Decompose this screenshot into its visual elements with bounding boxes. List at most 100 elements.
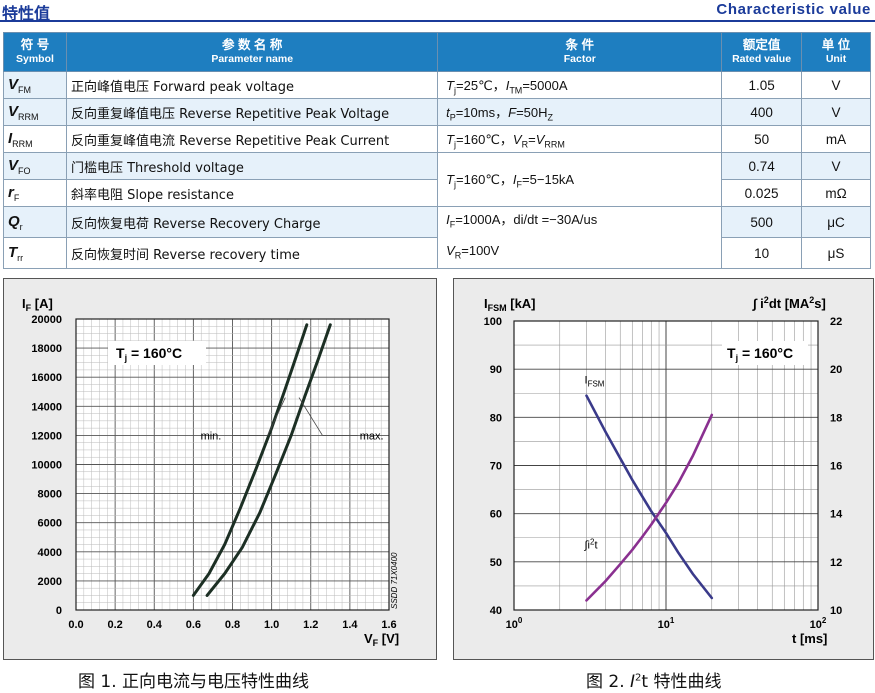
y-tick-label-left: 40 — [490, 605, 502, 617]
y-tick-label-right: 10 — [830, 605, 842, 617]
parameter-cell: 反向恢复电荷 Reverse Recovery Charge — [65, 205, 439, 239]
plot-frame — [513, 320, 819, 611]
parameter-cell: 反向恢复时间 Reverse recovery time — [65, 237, 439, 270]
symbol-cell: rF — [3, 179, 67, 207]
y-tick-label-left: 90 — [490, 364, 502, 376]
x-tick-label: 0.4 — [147, 619, 163, 631]
col-header-unit: 单 位 Unit — [801, 32, 871, 72]
unit-cell: μC — [801, 205, 871, 239]
parameter-cell: 门槛电压 Threshold voltage — [65, 152, 439, 180]
symbol-cell: VFM — [3, 71, 67, 99]
x-tick-label: 101 — [658, 616, 675, 631]
unit-cell: V — [801, 98, 871, 126]
spec-table: 符 号 Symbol 参 数 名 称 Parameter name 条 件 Facto… — [3, 32, 871, 270]
y-axis-label: IF [A] — [22, 296, 53, 313]
y-tick-label-left: 50 — [490, 557, 502, 569]
rated-value-cell: 0.74 — [721, 152, 803, 180]
symbol-cell: VFO — [3, 152, 67, 180]
y-tick-label-right: 14 — [830, 509, 843, 521]
series-label-i2t: ∫i2t — [584, 538, 598, 552]
table-row: VRRM 反向重复峰值电压 Reverse Repetitive Peak Vo… — [3, 98, 871, 126]
figure-2-panel: IFSM [kA] ∫ i2dt [MA2s] t [ms] Tj = 160°… — [453, 278, 874, 660]
y-tick-label: 16000 — [31, 372, 62, 384]
series-label-min: min. — [201, 430, 222, 442]
rated-value-cell: 400 — [721, 98, 803, 126]
y-tick-label-right: 18 — [830, 412, 842, 424]
condition-label: Tj = 160°C — [116, 345, 182, 363]
col-header-symbol: 符 号 Symbol — [3, 32, 67, 72]
parameter-cell: 反向重复峰值电压 Reverse Repetitive Peak Voltage — [65, 98, 439, 126]
symbol-cell: Trr — [3, 237, 67, 270]
series-line-max — [205, 323, 332, 597]
y-tick-label-right: 16 — [830, 461, 842, 473]
condition-box — [108, 341, 206, 365]
symbol-cell: Qr — [3, 205, 67, 239]
x-axis-label: t [ms] — [792, 631, 827, 646]
table-row: rF 斜率电阻 Slope resistance 0.025 mΩ — [3, 179, 871, 207]
callout-line — [267, 397, 286, 436]
unit-cell: V — [801, 71, 871, 99]
y-tick-label-left: 100 — [484, 316, 502, 328]
forward-iv-chart: IF [A] VF [V] Tj = 160°C SSDD 71X0400 0.… — [22, 296, 399, 648]
section-title-cn: 特性值 — [2, 4, 51, 23]
rated-value-cell: 0.025 — [721, 179, 803, 207]
plot-frame — [75, 318, 390, 611]
table-row: VFM 正向峰值电压 Forward peak voltage Tj=25℃，I… — [3, 71, 871, 99]
x-tick-label: 0.0 — [68, 619, 83, 631]
condition-box — [722, 341, 808, 365]
x-tick-label: 0.6 — [186, 619, 201, 631]
col-header-rated-value: 额定值 Rated value — [721, 32, 803, 72]
y-tick-label-left: 70 — [490, 461, 502, 473]
rated-value-cell: 1.05 — [721, 71, 803, 99]
x-tick-label: 0.2 — [107, 619, 122, 631]
y-tick-label: 12000 — [31, 430, 62, 442]
figure-1-panel: IF [A] VF [V] Tj = 160°C SSDD 71X0400 0.… — [3, 278, 437, 660]
section-title-en: Characteristic value — [716, 1, 871, 18]
y-tick-label: 0 — [56, 605, 62, 617]
x-tick-label: 1.0 — [264, 619, 279, 631]
y-tick-label: 14000 — [31, 401, 62, 413]
table-header-row: 符 号 Symbol 参 数 名 称 Parameter name 条 件 Facto… — [3, 32, 871, 72]
unit-cell: mA — [801, 125, 871, 153]
series-line-min — [191, 323, 309, 597]
y-tick-label: 20000 — [31, 314, 62, 326]
x-tick-label: 1.2 — [303, 619, 318, 631]
parameter-cell: 正向峰值电压 Forward peak voltage — [65, 71, 439, 99]
section-header: 特性值 Characteristic value — [0, 0, 875, 23]
x-tick-label: 102 — [810, 616, 827, 631]
y-axis-label-left: IFSM [kA] — [484, 296, 536, 313]
figure-2-caption: 图 2. I2t 特性曲线 — [586, 672, 722, 692]
col-header-parameter: 参 数 名 称 Parameter name — [65, 32, 439, 72]
figure-1-caption: 图 1. 正向电流与电压特性曲线 — [78, 672, 310, 692]
surge-current-chart: IFSM [kA] ∫ i2dt [MA2s] t [ms] Tj = 160°… — [484, 295, 843, 646]
parameter-cell: 反向重复峰值电流 Reverse Repetitive Peak Current — [65, 125, 439, 153]
y-tick-label-right: 20 — [830, 364, 842, 376]
factor-cell: tP=10ms，F=50HZ — [437, 98, 723, 126]
y-tick-label-right: 12 — [830, 557, 842, 569]
figure-code: SSDD 71X0400 — [390, 552, 399, 609]
unit-cell: mΩ — [801, 179, 871, 207]
col-header-factor: 条 件 Factor — [437, 32, 723, 72]
symbol-cell: IRRM — [3, 125, 67, 153]
table-row: Qr 反向恢复电荷 Reverse Recovery Charge IF=100… — [3, 205, 871, 270]
condition-label: Tj = 160°C — [727, 345, 793, 363]
parameter-cell: 斜率电阻 Slope resistance — [65, 179, 439, 207]
y-tick-label: 6000 — [38, 518, 62, 530]
table-row: IRRM 反向重复峰值电流 Reverse Repetitive Peak Cu… — [3, 125, 871, 153]
factor-cell: Tj=160℃，IF=5−15kA — [437, 152, 723, 207]
y-tick-label-left: 60 — [490, 509, 502, 521]
unit-cell: V — [801, 152, 871, 180]
symbol-cell: VRRM — [3, 98, 67, 126]
y-tick-label: 4000 — [38, 547, 62, 559]
x-tick-label: 100 — [506, 616, 523, 631]
series-label-ifsm: IFSM — [585, 375, 605, 389]
factor-cell: Tj=160℃，VR=VRRM — [437, 125, 723, 153]
callout-line — [298, 397, 323, 436]
y-tick-label: 18000 — [31, 343, 62, 355]
rated-value-cell: 50 — [721, 125, 803, 153]
series-label-max: max. — [360, 430, 384, 442]
x-tick-label: 1.6 — [381, 619, 396, 631]
table-row: VFO 门槛电压 Threshold voltage Tj=160℃，IF=5−… — [3, 152, 871, 207]
y-tick-label: 2000 — [38, 576, 62, 588]
y-tick-label-right: 22 — [830, 316, 842, 328]
